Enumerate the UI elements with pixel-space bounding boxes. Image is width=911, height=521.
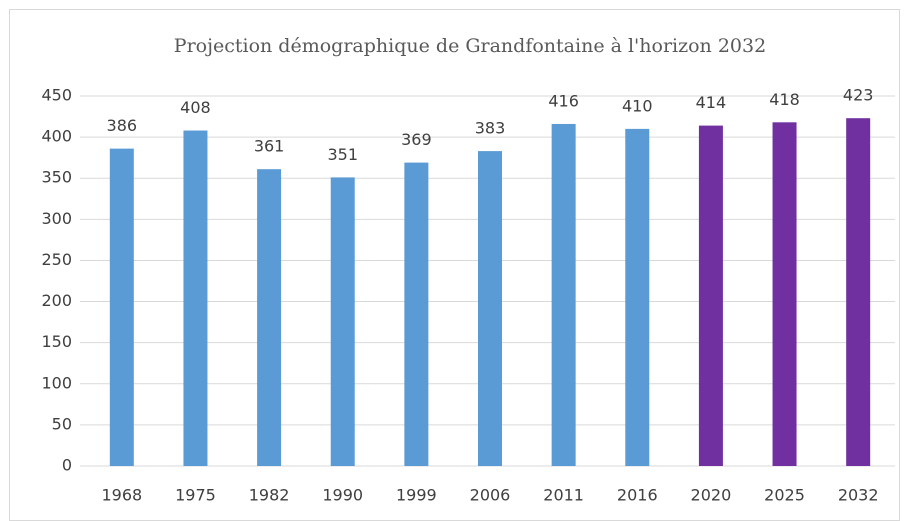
y-tick-label: 350 [41, 168, 72, 187]
x-tick-label: 2025 [764, 486, 805, 505]
data-label: 369 [401, 130, 432, 149]
y-tick-label: 450 [41, 86, 72, 105]
data-label: 418 [769, 90, 800, 109]
x-tick-label: 1968 [101, 486, 142, 505]
x-tick-label: 1982 [249, 486, 290, 505]
bar [109, 148, 134, 466]
data-label: 414 [696, 93, 727, 112]
bar [698, 125, 723, 466]
data-label: 361 [254, 137, 285, 156]
x-tick-label: 1990 [322, 486, 363, 505]
bar [625, 128, 650, 466]
y-tick-label: 0 [62, 456, 72, 475]
bar [183, 130, 208, 467]
chart-title: Projection démographique de Grandfontain… [174, 35, 766, 57]
data-label: 408 [180, 98, 211, 117]
x-tick-label: 2020 [691, 486, 732, 505]
chart-border [9, 9, 900, 521]
data-label: 410 [622, 96, 653, 115]
x-tick-label: 2006 [470, 486, 511, 505]
x-tick-label: 1999 [396, 486, 437, 505]
y-tick-label: 300 [41, 209, 72, 228]
data-label: 386 [107, 116, 138, 135]
y-tick-label: 50 [52, 414, 72, 433]
bar [772, 122, 797, 467]
bar [846, 118, 871, 466]
bar [330, 177, 355, 466]
x-tick-label: 1975 [175, 486, 216, 505]
data-label: 351 [327, 145, 358, 164]
y-tick-label: 200 [41, 291, 72, 310]
bar [257, 169, 282, 466]
y-tick-label: 400 [41, 127, 72, 146]
bar [404, 162, 429, 466]
bar [551, 123, 576, 466]
data-label: 416 [548, 91, 579, 110]
y-tick-label: 100 [41, 373, 72, 392]
bar [478, 151, 502, 467]
x-tick-label: 2016 [617, 486, 658, 505]
data-label: 383 [475, 119, 506, 138]
y-tick-label: 150 [41, 332, 72, 351]
data-label: 423 [843, 86, 874, 105]
y-tick-label: 250 [41, 250, 72, 269]
x-tick-label: 2011 [543, 486, 584, 505]
x-tick-label: 2032 [838, 486, 879, 505]
